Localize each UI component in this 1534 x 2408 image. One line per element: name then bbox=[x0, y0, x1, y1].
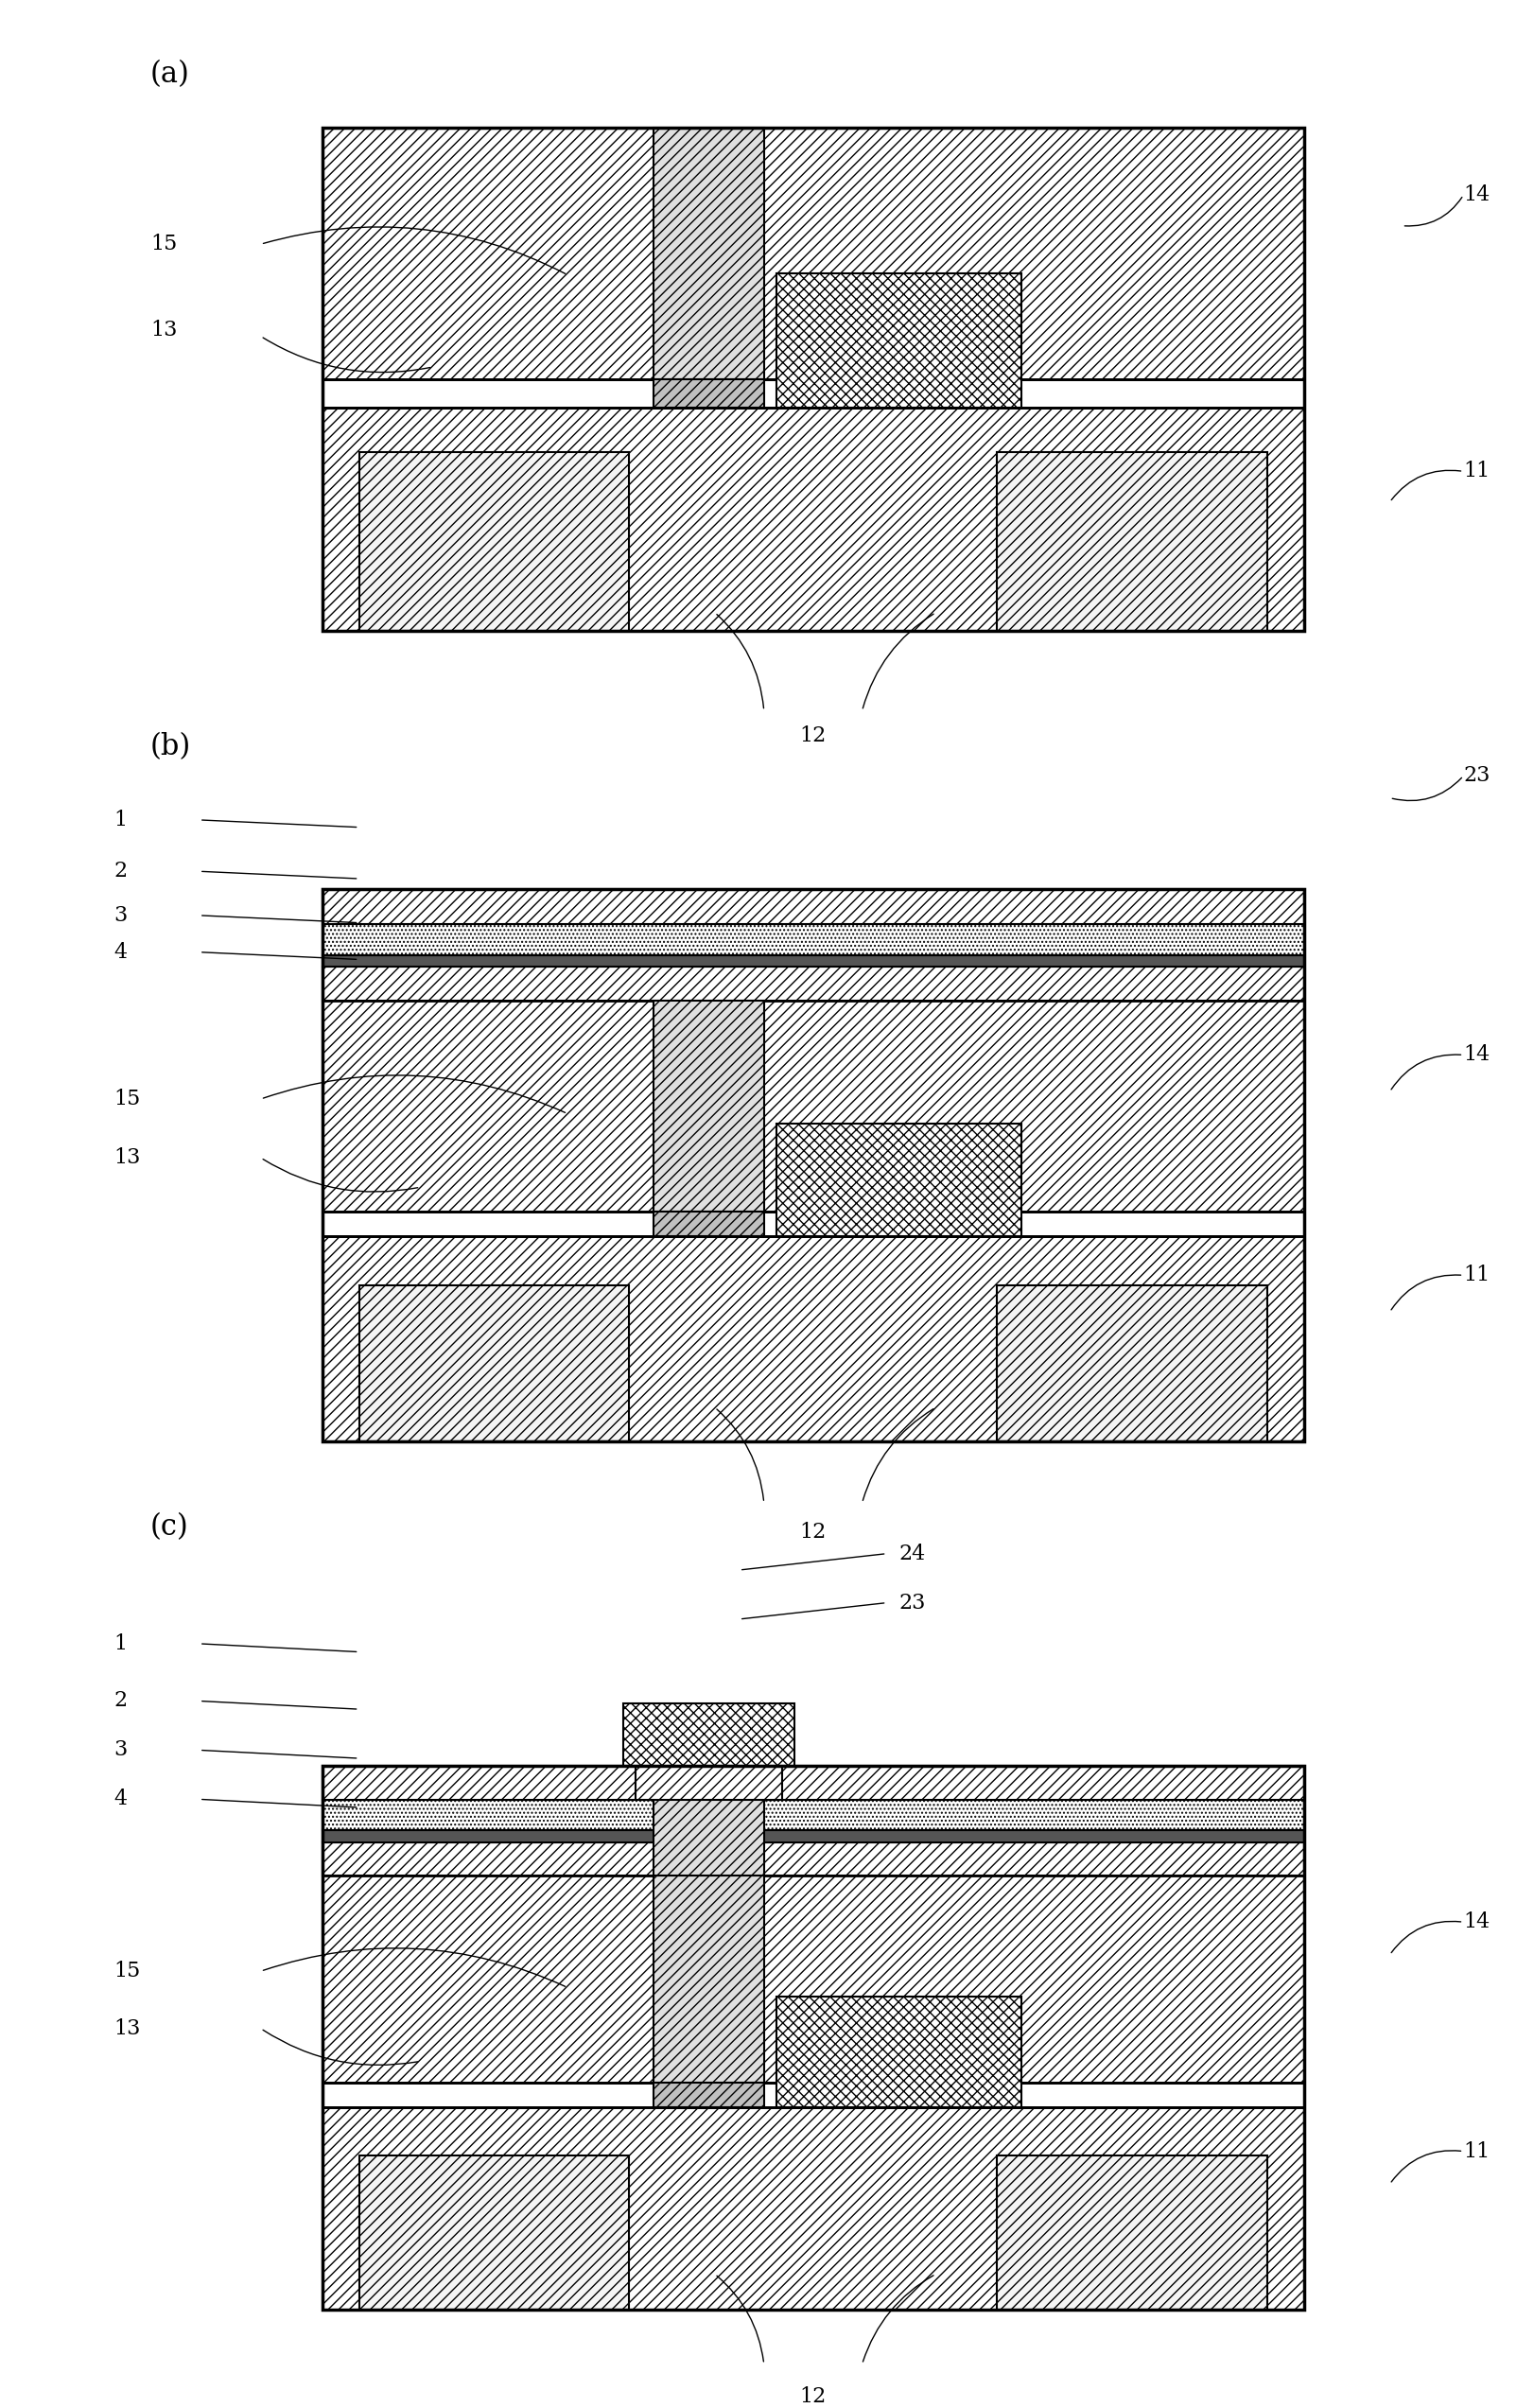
Text: 1: 1 bbox=[114, 1633, 127, 1654]
Bar bbox=[653, 128, 764, 378]
Text: (b): (b) bbox=[150, 732, 192, 761]
Bar bbox=[653, 1765, 764, 1876]
Bar bbox=[776, 1996, 1022, 2107]
Bar bbox=[322, 1799, 1304, 1830]
Text: 4: 4 bbox=[114, 1789, 127, 1811]
Bar bbox=[997, 2155, 1267, 2309]
Text: 11: 11 bbox=[1463, 2141, 1490, 2162]
Bar bbox=[322, 968, 1304, 1002]
Bar bbox=[623, 1702, 795, 1765]
Bar bbox=[322, 956, 1304, 966]
Bar bbox=[322, 1830, 1304, 1842]
Bar bbox=[322, 889, 1304, 1442]
Bar bbox=[322, 1002, 1304, 1211]
Bar bbox=[653, 1002, 764, 1211]
Bar bbox=[322, 1235, 1304, 1442]
Text: 13: 13 bbox=[114, 2018, 140, 2040]
Bar bbox=[322, 1842, 1304, 1876]
Text: 24: 24 bbox=[899, 1544, 925, 1565]
Bar bbox=[322, 1765, 1304, 1799]
Bar bbox=[359, 2155, 629, 2309]
Text: 23: 23 bbox=[899, 1592, 925, 1613]
Bar bbox=[997, 1286, 1267, 1442]
Text: 11: 11 bbox=[1463, 460, 1490, 482]
Bar bbox=[322, 889, 1304, 925]
Text: 11: 11 bbox=[1463, 1264, 1490, 1286]
Text: (a): (a) bbox=[150, 60, 190, 89]
Bar bbox=[653, 378, 764, 407]
Text: 15: 15 bbox=[114, 1088, 140, 1110]
Text: (c): (c) bbox=[150, 1512, 189, 1541]
Bar bbox=[997, 453, 1267, 631]
Bar bbox=[322, 128, 1304, 378]
Text: 3: 3 bbox=[114, 905, 127, 925]
Text: 13: 13 bbox=[150, 320, 176, 340]
Bar bbox=[322, 925, 1304, 956]
Text: 15: 15 bbox=[114, 1960, 140, 1982]
Text: 14: 14 bbox=[1463, 1912, 1490, 1934]
Text: 23: 23 bbox=[1463, 766, 1490, 787]
Text: 2: 2 bbox=[114, 862, 127, 881]
Bar bbox=[653, 2083, 764, 2107]
Text: 14: 14 bbox=[1463, 185, 1490, 205]
Bar bbox=[322, 128, 1304, 631]
Text: 1: 1 bbox=[114, 809, 127, 831]
Text: 14: 14 bbox=[1463, 1045, 1490, 1064]
Bar bbox=[322, 1765, 1304, 2309]
Text: 13: 13 bbox=[114, 1146, 140, 1168]
Text: 15: 15 bbox=[150, 234, 176, 255]
Bar bbox=[322, 2107, 1304, 2309]
Text: 12: 12 bbox=[799, 725, 827, 746]
Text: 12: 12 bbox=[799, 1522, 827, 1544]
Text: 12: 12 bbox=[799, 2386, 827, 2408]
Bar bbox=[635, 1765, 782, 1799]
Bar bbox=[359, 1286, 629, 1442]
Bar bbox=[322, 1876, 1304, 2083]
Bar bbox=[359, 453, 629, 631]
Bar bbox=[653, 1876, 764, 2083]
Text: 2: 2 bbox=[114, 1690, 127, 1712]
Bar bbox=[776, 1125, 1022, 1235]
Text: 3: 3 bbox=[114, 1739, 127, 1760]
Text: 4: 4 bbox=[114, 942, 127, 963]
Bar bbox=[776, 272, 1022, 407]
Bar bbox=[322, 407, 1304, 631]
Bar bbox=[653, 1211, 764, 1235]
